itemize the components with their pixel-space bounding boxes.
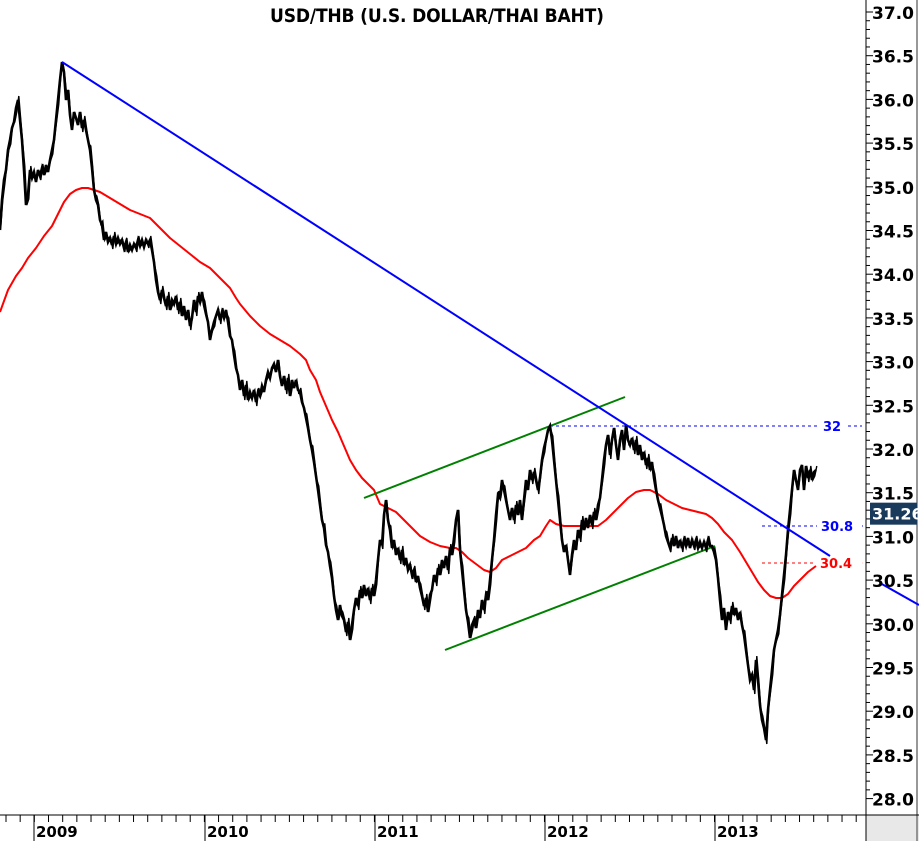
moving-average — [0, 187, 817, 599]
y-tick-label: 33.5 — [872, 310, 914, 330]
y-tick-label: 33.0 — [872, 354, 914, 374]
horizontal-levels: 32 30.8 30.4 — [550, 420, 863, 572]
y-tick-label: 34.5 — [872, 223, 914, 243]
y-tick-label: 29.5 — [872, 660, 914, 680]
last-price-badge: 31.26 — [870, 502, 919, 525]
y-tick-label: 31.0 — [872, 528, 914, 548]
y-tick-label: 32.5 — [872, 397, 914, 417]
y-tick-label: 37.0 — [872, 4, 914, 24]
downtrend-line — [61, 61, 831, 557]
last-price-value: 31.26 — [872, 505, 919, 524]
y-tick-label: 31.5 — [872, 485, 914, 505]
y-tick-label: 35.5 — [872, 135, 914, 155]
x-tick-label: 2010 — [207, 823, 249, 841]
x-tick-label: 2013 — [717, 823, 759, 841]
y-tick-label: 36.0 — [872, 91, 914, 111]
chart-title: USD/THB (U.S. DOLLAR/THAI BAHT) — [270, 5, 604, 27]
last-price-box — [870, 502, 917, 525]
x-tick-label: 2011 — [377, 823, 419, 841]
y-tick-label: 30.0 — [872, 616, 914, 636]
trend-line — [61, 61, 919, 606]
moving-average-line — [0, 187, 817, 599]
y-tick-label: 35.0 — [872, 179, 914, 199]
x-axis: 2009 2010 2011 2012 2013 — [5, 815, 857, 841]
downtrend-line-ext — [879, 582, 919, 606]
y-tick-label: 28.5 — [872, 747, 914, 767]
y-tick-label: 32.0 — [872, 441, 914, 461]
level-label: 30.8 — [821, 520, 853, 535]
y-tick-label: 30.5 — [872, 572, 914, 592]
y-tick-label: 28.0 — [872, 791, 914, 811]
level-label: 30.4 — [820, 557, 852, 572]
y-tick-label: 34.0 — [872, 266, 914, 286]
lower-channel-line — [444, 545, 716, 651]
channel-lines — [363, 396, 716, 651]
upper-channel-line — [363, 396, 626, 499]
y-tick-label: 36.5 — [872, 48, 914, 68]
y-axis: 37.0 36.5 36.0 35.5 35.0 34.5 34.0 33.5 33.0 32.5… — [866, 4, 914, 811]
level-label: 32 — [823, 420, 841, 435]
axis-corner — [866, 815, 919, 841]
price-line — [0, 61, 818, 745]
y-tick-label: 29.0 — [872, 703, 914, 723]
price-series — [0, 61, 817, 741]
x-tick-label: 2009 — [36, 823, 78, 841]
price-noise — [0, 61, 818, 745]
x-tick-label: 2012 — [547, 823, 589, 841]
